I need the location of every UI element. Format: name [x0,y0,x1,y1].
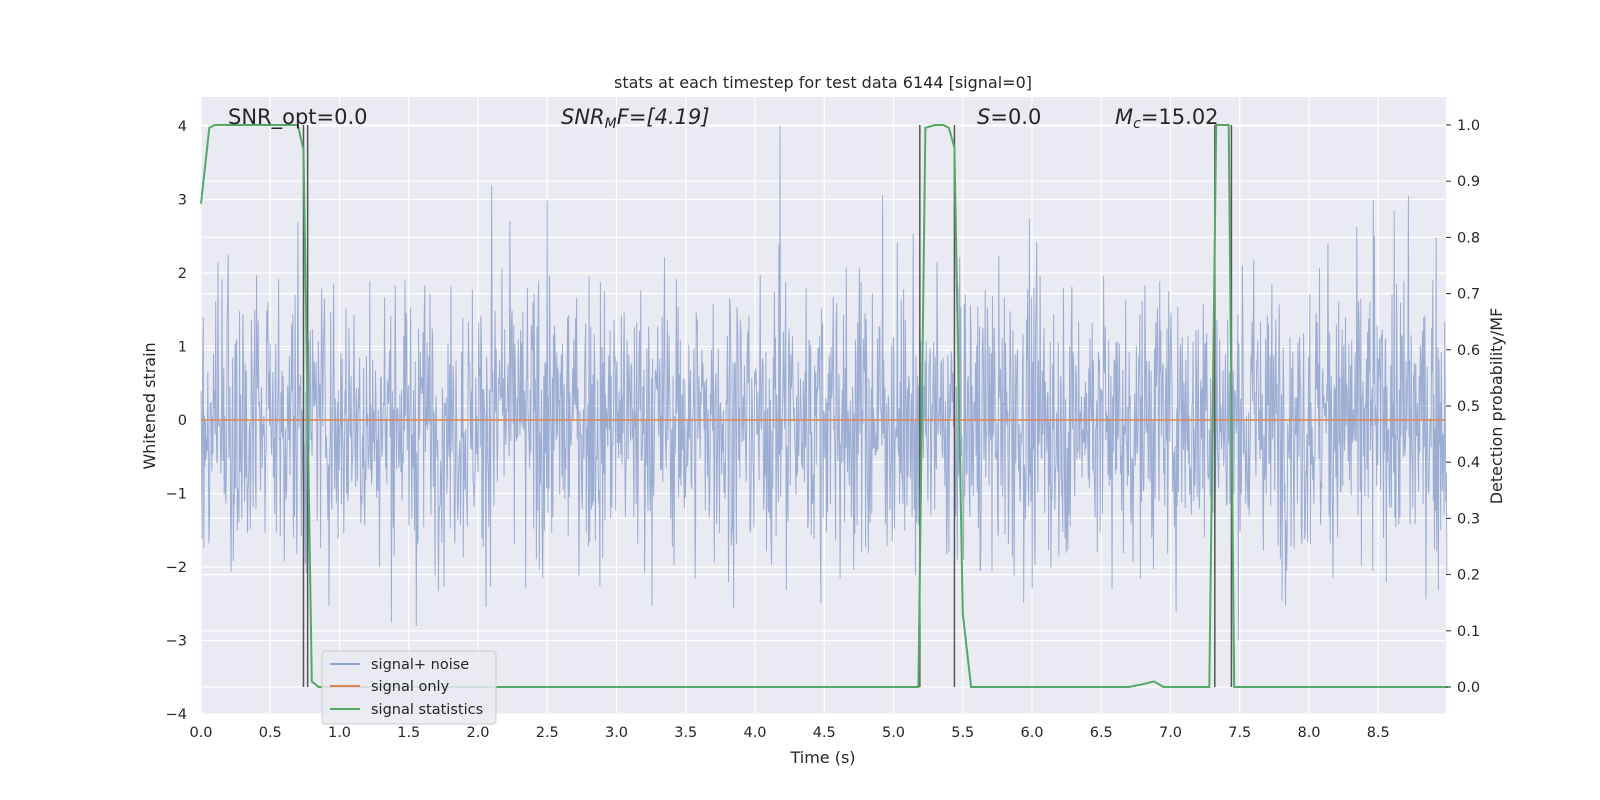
right-y-tick-label: 0.0 [1457,680,1480,696]
right-y-tick-label: 1.0 [1457,118,1480,134]
signal-noise-line [200,125,1448,641]
x-tick-labels: 0.0 0.5 1.0 1.5 2.0 2.5 3.0 3.5 4.0 4.5 5.0 5.5 6.0 6… [189,725,1389,741]
x-tick-label: 0.0 [189,725,212,741]
annotation-snr-opt: SNR_opt=0.0 [228,105,368,130]
x-tick-label: 7.5 [1228,725,1251,741]
signal-statistics-series [200,124,1448,688]
annotation-mc-tail: =15.02 [1141,105,1219,129]
annotation-snr-mf: SNRMF=[4.19] [561,105,710,132]
chart-title: stats at each timestep for test data 614… [614,73,1032,92]
annotation-mc: Mc=15.02 [1115,105,1219,132]
legend-box [321,650,497,725]
signal-noise-series [200,125,1448,641]
x-tick-label: 2.5 [536,725,559,741]
x-tick-label: 0.5 [259,725,282,741]
left-y-axis-label: Whitened strain [140,342,159,469]
right-y-tick-label: 0.3 [1457,511,1480,527]
right-y-tick-label: 0.7 [1457,287,1480,303]
right-y-tick-label: 0.1 [1457,624,1480,640]
annotation-mc-main: M [1115,105,1133,129]
right-y-tick-labels: 1.0 0.9 0.8 0.7 0.6 0.5 0.4 0.3 0.2 0.1 0.0 [1446,118,1480,696]
annotation-s: S=0.0 [977,105,1041,129]
right-y-tick-label: 0.2 [1457,568,1480,584]
left-y-tick-label: −3 [166,634,187,650]
x-tick-label: 7.0 [1159,725,1182,741]
x-tick-label: 5.0 [882,725,905,741]
x-tick-label: 5.5 [951,725,974,741]
right-y-tick-label: 0.5 [1457,399,1480,415]
x-tick-label: 8.5 [1367,725,1390,741]
left-y-tick-label: 3 [178,193,187,209]
left-y-tick-label: −1 [166,487,187,503]
left-y-tick-label: 4 [178,119,187,135]
left-y-tick-label: −4 [166,707,187,723]
legend-label-signal-noise: signal+ noise [371,657,469,673]
x-tick-label: 4.5 [813,725,836,741]
legend-label-signal-statistics: signal statistics [371,702,483,718]
x-tick-label: 1.5 [397,725,420,741]
left-y-tick-label: 2 [178,266,187,282]
legend-label-signal-only: signal only [371,679,450,695]
left-y-tick-label: 0 [178,413,187,429]
annotation-snr-mf-main: SNR [561,105,605,129]
annotation-mc-sub: c [1133,116,1141,132]
x-tick-label: 4.0 [743,725,766,741]
right-y-tick-label: 0.9 [1457,174,1480,190]
right-y-tick-label: 0.6 [1457,343,1480,359]
right-y-tick-label: 0.8 [1457,230,1480,246]
x-tick-label: 1.0 [328,725,351,741]
x-axis-label: Time (s) [789,748,855,767]
annotation-s-tail: =0.0 [990,105,1041,129]
x-tick-label: 6.0 [1020,725,1043,741]
legend: signal+ noise signal only signal statist… [321,650,497,725]
x-tick-label: 2.0 [466,725,489,741]
right-y-tick-label: 0.4 [1457,455,1480,471]
x-tick-label: 6.5 [1090,725,1113,741]
annotation-snr-mf-sub: M [605,116,617,132]
x-tick-label: 8.0 [1297,725,1320,741]
x-tick-label: 3.5 [674,725,697,741]
left-y-tick-label: −2 [166,560,187,576]
left-y-tick-labels: 4 3 2 1 0 −1 −2 −3 −4 [166,119,187,723]
annotation-snr-mf-tail: F=[4.19] [617,105,710,129]
x-tick-label: 3.0 [605,725,628,741]
annotation-s-main: S [977,105,990,129]
left-y-tick-label: 1 [178,340,187,356]
right-y-axis-label: Detection probability/MF [1487,308,1506,505]
